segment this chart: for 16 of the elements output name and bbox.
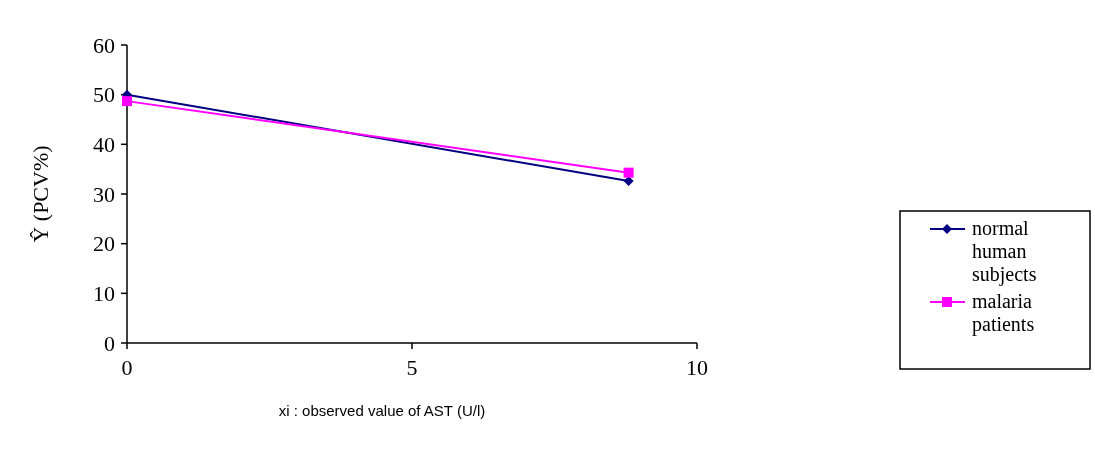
y-tick-label: 10 <box>93 281 115 307</box>
y-tick-label: 50 <box>93 82 115 108</box>
point <box>122 96 132 107</box>
y-tick-label: 20 <box>93 231 115 257</box>
y-tick-label: 60 <box>93 32 115 58</box>
x-tick-label: 0 <box>121 355 133 380</box>
legend-label: malaria patients <box>972 290 1035 336</box>
x-axis-title: xi : observed value of AST (U/l) <box>278 402 486 419</box>
y-tick-label: 40 <box>93 132 115 158</box>
point <box>623 176 634 187</box>
x-tick-label: 10 <box>686 355 708 380</box>
y-tick-label: 0 <box>104 330 115 356</box>
y-tick-label: 30 <box>93 181 115 207</box>
point <box>623 167 634 178</box>
y-axis-title: Ŷ (PCV%) <box>28 145 53 243</box>
x-tick-label: 5 <box>406 355 418 380</box>
